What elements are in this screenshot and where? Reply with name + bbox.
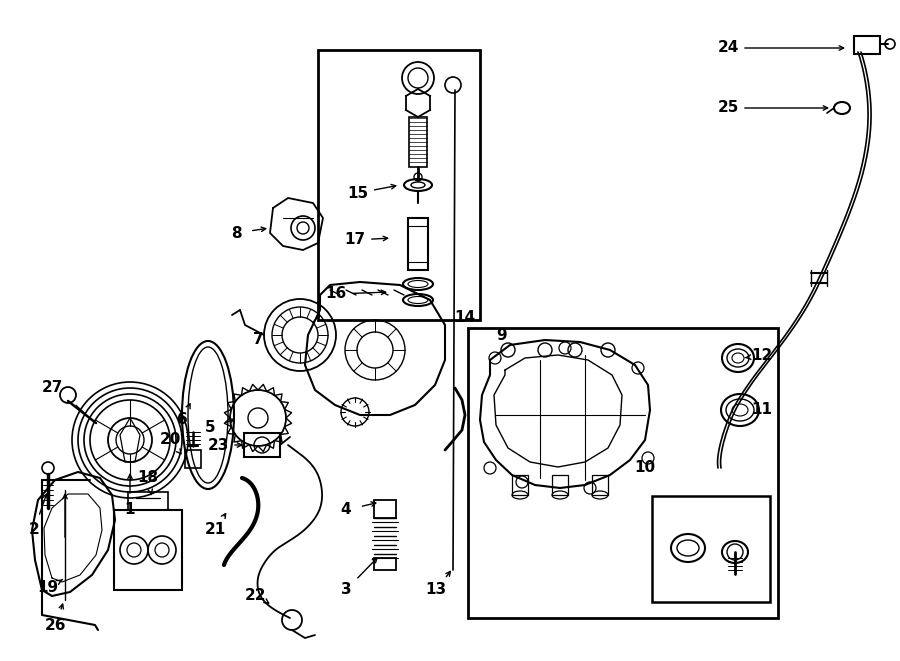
Text: 24: 24: [717, 40, 739, 56]
Bar: [552, 475, 568, 495]
Text: 9: 9: [497, 327, 508, 342]
Bar: [409, 117, 427, 167]
Text: 20: 20: [159, 432, 181, 447]
Text: 19: 19: [38, 580, 58, 596]
Bar: [114, 510, 182, 590]
Text: 21: 21: [204, 522, 226, 537]
Bar: [374, 558, 396, 570]
Text: 11: 11: [752, 403, 772, 418]
Text: 8: 8: [230, 225, 241, 241]
Text: 6: 6: [176, 412, 187, 428]
Bar: [408, 218, 428, 270]
Text: 27: 27: [41, 381, 63, 395]
Bar: [318, 50, 480, 320]
Text: 13: 13: [426, 582, 446, 598]
Text: 15: 15: [347, 186, 369, 200]
Text: 7: 7: [253, 332, 264, 348]
Text: 1: 1: [125, 502, 135, 518]
Text: 4: 4: [341, 502, 351, 518]
Text: 18: 18: [138, 471, 158, 485]
Text: 5: 5: [204, 420, 215, 436]
Text: 22: 22: [245, 588, 266, 602]
Bar: [512, 475, 528, 495]
Bar: [244, 433, 280, 457]
Bar: [468, 328, 778, 618]
Text: 16: 16: [326, 286, 346, 301]
Bar: [652, 496, 770, 602]
Text: 3: 3: [341, 582, 351, 598]
Text: 10: 10: [634, 461, 655, 475]
Bar: [185, 450, 201, 468]
Bar: [854, 36, 880, 54]
Bar: [592, 475, 608, 495]
Text: 26: 26: [45, 617, 67, 633]
Text: 23: 23: [207, 438, 229, 453]
Text: 25: 25: [717, 100, 739, 116]
Text: 14: 14: [454, 311, 475, 325]
Text: 17: 17: [345, 233, 365, 247]
Bar: [128, 492, 168, 510]
Text: 12: 12: [752, 348, 772, 364]
Text: 2: 2: [29, 522, 40, 537]
Bar: [374, 500, 396, 518]
